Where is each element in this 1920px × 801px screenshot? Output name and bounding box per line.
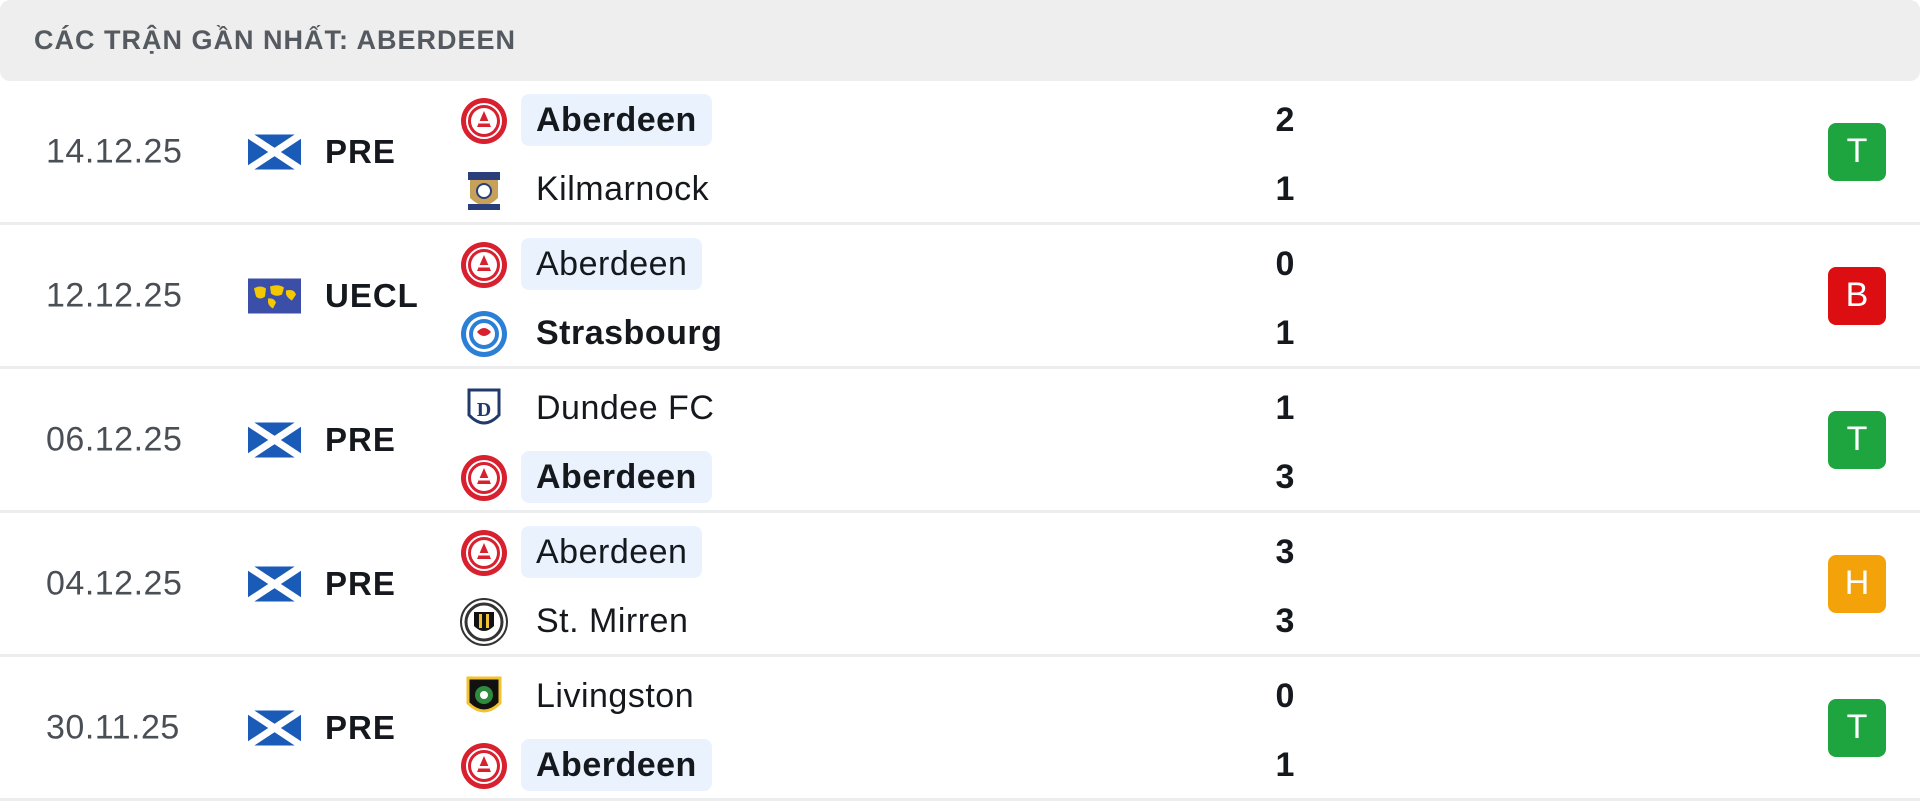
result-badge-win: T (1828, 698, 1886, 757)
aberdeen-crest-icon (461, 242, 507, 288)
competition-label: UECL (325, 276, 419, 314)
recent-matches-header: CÁC TRẬN GẦN NHẤT: ABERDEEN (0, 0, 1920, 81)
competition-label: PRE (325, 420, 396, 458)
strasbourg-crest-icon (461, 311, 507, 357)
team-name: Kilmarnock (536, 170, 710, 208)
away-team[interactable]: Strasbourg (460, 305, 1360, 361)
result-badge-loss: B (1828, 266, 1886, 325)
aberdeen-crest-icon (461, 530, 507, 576)
scotland-flag-icon (248, 422, 301, 457)
match-date: 30.11.25 (46, 708, 180, 746)
aberdeen-crest-icon (461, 743, 507, 789)
home-team[interactable]: Aberdeen (460, 236, 1360, 292)
home-score: 0 (1275, 677, 1295, 715)
away-team[interactable]: St. Mirren (460, 593, 1360, 649)
match-row[interactable]: 04.12.25 PRE Aberdeen St. Mirren 3 3 H (0, 513, 1920, 657)
match-row[interactable]: 12.12.25 UECL Aberdeen Strasbourg 0 1 B (0, 225, 1920, 369)
aberdeen-crest-icon (461, 98, 507, 144)
match-row[interactable]: 14.12.25 PRE Aberdeen Kilmarnock 2 1 T (0, 81, 1920, 225)
team-name: Strasbourg (536, 314, 723, 352)
match-row[interactable]: 06.12.25 PRE D Dundee FC Aberdeen 1 3 T (0, 369, 1920, 513)
match-date: 12.12.25 (46, 276, 183, 314)
result-badge-draw: H (1828, 554, 1886, 613)
home-score: 2 (1275, 101, 1295, 139)
header-title: CÁC TRẬN GẦN NHẤT: ABERDEEN (34, 25, 516, 55)
away-team[interactable]: Aberdeen (460, 737, 1360, 793)
match-date: 14.12.25 (46, 132, 183, 170)
scotland-flag-icon (248, 566, 301, 601)
away-team[interactable]: Kilmarnock (460, 161, 1360, 217)
team-name: St. Mirren (536, 602, 689, 640)
scotland-flag-icon (248, 134, 301, 169)
team-name: Aberdeen (521, 94, 712, 146)
team-name: Livingston (536, 677, 695, 715)
match-list: 14.12.25 PRE Aberdeen Kilmarnock 2 1 T 1… (0, 81, 1920, 801)
result-badge-win: T (1828, 410, 1886, 469)
away-score: 3 (1275, 458, 1295, 496)
home-score: 1 (1275, 389, 1295, 427)
competition-label: PRE (325, 132, 396, 170)
away-score: 1 (1275, 170, 1295, 208)
match-date: 06.12.25 (46, 420, 183, 458)
match-date: 04.12.25 (46, 564, 183, 602)
home-team[interactable]: Livingston (460, 668, 1360, 724)
home-team[interactable]: Aberdeen (460, 92, 1360, 148)
home-team[interactable]: D Dundee FC (460, 380, 1360, 436)
home-score: 0 (1275, 245, 1295, 283)
team-name: Aberdeen (521, 238, 703, 290)
team-name: Aberdeen (521, 739, 712, 791)
svg-text:D: D (477, 399, 491, 421)
team-name: Aberdeen (521, 451, 712, 503)
competition-label: PRE (325, 564, 396, 602)
home-score: 3 (1275, 533, 1295, 571)
kilmarnock-crest-icon (468, 172, 500, 210)
dundee-crest-icon: D (467, 388, 501, 425)
world-map-flag-icon (248, 278, 301, 313)
home-team[interactable]: Aberdeen (460, 524, 1360, 580)
aberdeen-crest-icon (461, 455, 507, 501)
competition-label: PRE (325, 708, 396, 746)
away-score: 3 (1275, 602, 1295, 640)
away-score: 1 (1275, 746, 1295, 784)
livingston-crest-icon (466, 676, 502, 713)
match-row[interactable]: 30.11.25 PRE Livingston Aberdeen 0 1 T (0, 657, 1920, 801)
away-score: 1 (1275, 314, 1295, 352)
result-badge-win: T (1828, 122, 1886, 181)
away-team[interactable]: Aberdeen (460, 449, 1360, 505)
team-name: Aberdeen (521, 526, 703, 578)
scotland-flag-icon (248, 710, 301, 745)
team-name: Dundee FC (536, 389, 715, 427)
st-mirren-crest-icon (460, 598, 508, 646)
